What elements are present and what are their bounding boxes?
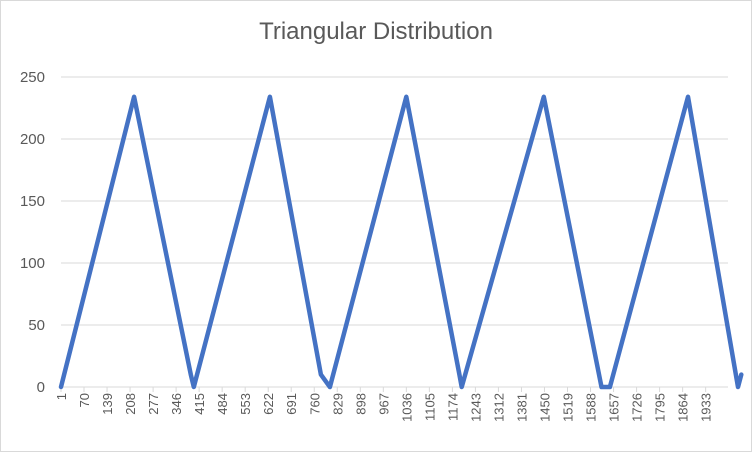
x-tick-label: 691 xyxy=(284,393,299,415)
x-tick-label: 829 xyxy=(330,393,345,415)
y-tick-label: 50 xyxy=(28,317,45,334)
x-tick-label: 1174 xyxy=(445,393,460,421)
x-tick-label: 415 xyxy=(192,393,207,415)
x-axis xyxy=(60,386,728,392)
gridlines xyxy=(61,76,728,326)
x-tick-label: 1864 xyxy=(676,393,691,422)
x-tick-label: 277 xyxy=(146,393,161,415)
x-tick-label: 1519 xyxy=(561,393,576,422)
x-tick-label: 1036 xyxy=(399,393,414,422)
x-tick-label: 484 xyxy=(215,393,230,415)
series-group xyxy=(58,94,744,390)
x-tick-label: 1312 xyxy=(491,393,506,422)
x-tick-label: 898 xyxy=(353,393,368,415)
x-tick-label: 1657 xyxy=(607,393,622,422)
x-tick-label: 1726 xyxy=(630,393,645,422)
y-tick-label: 0 xyxy=(37,379,45,396)
y-axis-tick-labels: 0 50 100 150 200 250 xyxy=(20,69,45,396)
series-line-0 xyxy=(58,94,744,390)
y-tick-label: 150 xyxy=(20,193,45,210)
x-tick-label: 967 xyxy=(376,393,391,415)
x-tick-label: 1588 xyxy=(584,393,599,422)
x-tick-label: 1243 xyxy=(468,393,483,422)
y-tick-label: 100 xyxy=(20,255,45,272)
x-tick-label: 70 xyxy=(77,393,92,407)
x-tick-label: 1381 xyxy=(514,393,529,422)
x-tick-label: 346 xyxy=(169,393,184,415)
x-tick-label: 139 xyxy=(100,393,115,415)
x-tick-label: 1450 xyxy=(537,393,552,422)
y-tick-label: 200 xyxy=(20,131,45,148)
x-axis-tick-labels: 1 70 139 208 277 346 415 484 553 622 691 760 829 898 9… xyxy=(54,393,714,422)
x-tick-label: 1105 xyxy=(422,393,437,421)
x-tick-label: 1933 xyxy=(699,393,714,422)
chart-title: Triangular Distribution xyxy=(259,18,493,45)
x-tick-label: 1 xyxy=(54,393,69,400)
x-tick-label: 622 xyxy=(261,393,276,415)
x-tick-label: 208 xyxy=(123,393,138,415)
x-tick-label: 1795 xyxy=(653,393,668,422)
x-tick-label: 760 xyxy=(307,393,322,415)
y-tick-label: 250 xyxy=(20,69,45,86)
x-tick-label: 553 xyxy=(238,393,253,415)
